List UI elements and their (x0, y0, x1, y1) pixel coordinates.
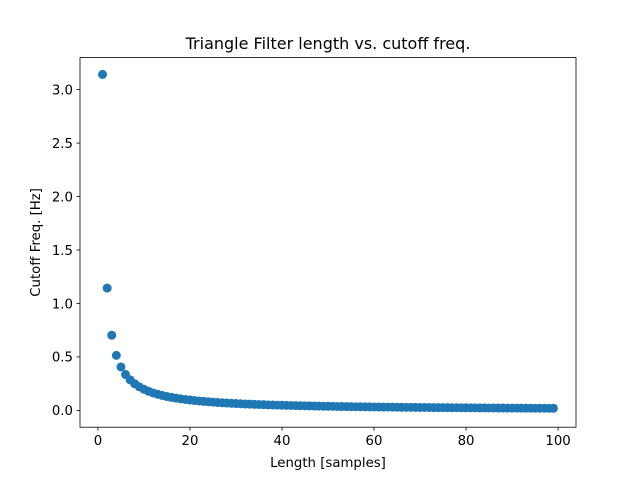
x-axis-ticks: 0 20 40 60 80 100 (94, 427, 571, 449)
data-points (98, 69, 558, 413)
x-axis-label: Length [samples] (270, 456, 386, 471)
data-point (548, 403, 558, 413)
data-point (107, 330, 117, 340)
y-axis-label: Cutoff Freq. [Hz] (29, 188, 44, 297)
y-tick-label: 2.5 (52, 137, 73, 152)
y-tick-label: 0.0 (52, 404, 73, 419)
y-tick-label: 3.0 (52, 83, 73, 98)
y-tick-label: 1.5 (52, 244, 73, 259)
x-tick-label: 0 (94, 434, 102, 449)
data-point (111, 350, 121, 360)
y-tick-label: 2.0 (52, 190, 73, 205)
x-tick-label: 80 (458, 434, 475, 449)
data-point (102, 283, 112, 293)
plot-frame (79, 57, 577, 428)
chart-title: Triangle Filter length vs. cutoff freq. (185, 34, 471, 53)
y-axis-ticks: 0.0 0.5 1.0 1.5 2.0 2.5 3.0 (52, 83, 80, 419)
x-tick-label: 100 (545, 434, 570, 449)
data-point (116, 362, 126, 372)
y-tick-label: 1.0 (52, 297, 73, 312)
x-tick-label: 20 (182, 434, 199, 449)
x-tick-label: 60 (366, 434, 383, 449)
data-point (98, 69, 108, 79)
x-tick-label: 40 (274, 434, 291, 449)
y-tick-label: 0.5 (52, 351, 73, 366)
